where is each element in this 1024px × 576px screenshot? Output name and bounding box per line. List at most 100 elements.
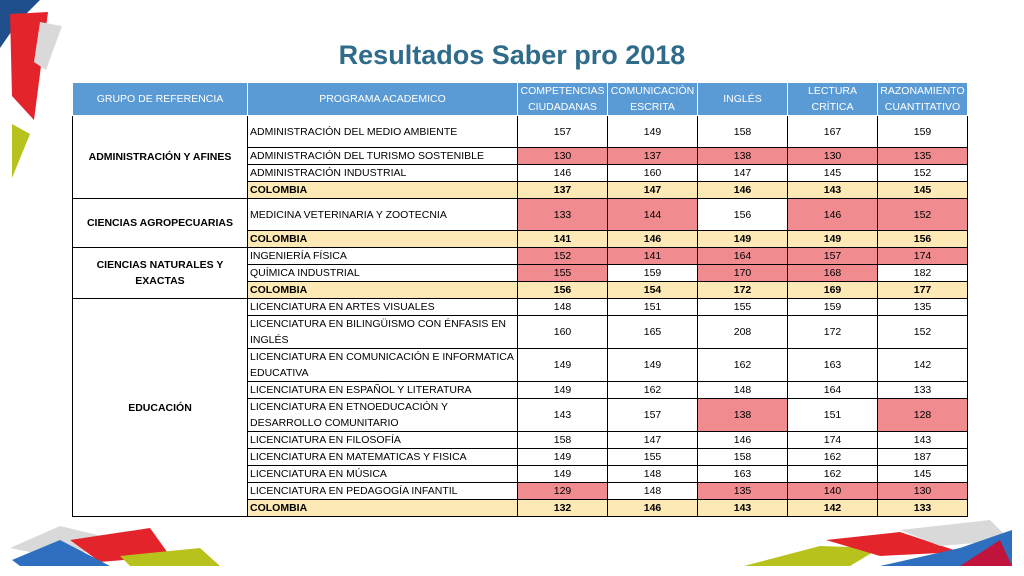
table-row: ADMINISTRACIÓN Y AFINES ADMINISTRACIÓN DE… [72,115,968,199]
score-cell: 132 [517,499,608,517]
header-competencias: COMPETENCIAS CIUDADANAS [517,82,608,116]
score-cell: 135 [697,482,788,500]
score-cell: 137 [607,147,698,165]
score-cell: 143 [787,181,878,199]
score-cell: 151 [787,398,878,432]
score-cell: 135 [877,298,968,316]
programa-cell: INGENIERÍA FÍSICA [247,247,518,265]
programa-cell: MEDICINA VETERINARIA Y ZOOTECNIA [247,198,518,231]
programa-cell: LICENCIATURA EN ARTES VISUALES [247,298,518,316]
deco-top-left-gray [34,22,62,70]
score-cell: 167 [787,115,878,148]
score-cell: 152 [877,315,968,349]
score-cell: 162 [787,465,878,483]
score-cell: 162 [697,348,788,382]
table-row: QUÍMICA INDUSTRIAL 155 159 170 168 182 [73,264,968,282]
score-cell: 156 [517,281,608,299]
header-ingles: INGLÉS [697,82,788,116]
score-cell: 155 [697,298,788,316]
group-cell: ADMINISTRACIÓN Y AFINES [72,115,248,199]
table-row: LICENCIATURA EN MÚSICA 149 148 163 162 145 [73,465,968,483]
score-cell: 172 [697,281,788,299]
score-cell: 144 [607,198,698,231]
score-cell: 155 [607,448,698,466]
score-cell: 140 [787,482,878,500]
programa-cell: ADMINISTRACIÓN DEL MEDIO AMBIENTE [247,115,518,148]
score-cell: 149 [607,115,698,148]
score-cell: 149 [697,230,788,248]
score-cell: 143 [697,499,788,517]
header-programa: PROGRAMA ACADEMICO [247,82,518,116]
header-grupo: GRUPO DE REFERENCIA [72,82,248,116]
score-cell: 143 [877,431,968,449]
header-comunicacion: COMUNICACIÓN ESCRITA [607,82,698,116]
score-cell: 146 [787,198,878,231]
table-row: ADMINISTRACIÓN INDUSTRIAL 146 160 147 145 152 [73,164,968,182]
score-cell: 151 [607,298,698,316]
table-row: CIENCIAS AGROPECUARIAS MEDICINA VETERINAR… [72,198,968,248]
table-row: CIENCIAS NATURALES Y EXACTAS INGENIERÍA F… [72,247,968,299]
score-cell: 187 [877,448,968,466]
score-cell: 152 [877,198,968,231]
score-cell: 148 [607,482,698,500]
score-cell: 149 [517,381,608,399]
score-cell: 147 [607,181,698,199]
score-cell: 170 [697,264,788,282]
score-cell: 182 [877,264,968,282]
score-cell: 137 [517,181,608,199]
score-cell: 163 [697,465,788,483]
score-cell: 145 [877,465,968,483]
score-cell: 177 [877,281,968,299]
programa-cell: LICENCIATURA EN COMUNICACIÓN E INFORMATI… [247,348,518,382]
score-cell: 160 [517,315,608,349]
table-row: EDUCACIÓN LICENCIATURA EN ARTES VISUALES 1… [72,298,968,517]
score-cell: 162 [607,381,698,399]
programa-cell: LICENCIATURA EN MÚSICA [247,465,518,483]
score-cell: 148 [697,381,788,399]
programa-cell: LICENCIATURA EN FILOSOFÍA [247,431,518,449]
score-cell: 133 [517,198,608,231]
score-cell: 142 [787,499,878,517]
header-lectura: LECTURA CRÍTICA [787,82,878,116]
score-cell: 146 [697,431,788,449]
group-cell: CIENCIAS AGROPECUARIAS [72,198,248,248]
score-cell: 141 [607,247,698,265]
score-cell: 149 [517,348,608,382]
programa-cell: ADMINISTRACIÓN DEL TURISMO SOSTENIBLE [247,147,518,165]
programa-cell: LICENCIATURA EN MATEMATICAS Y FISICA [247,448,518,466]
score-cell: 174 [787,431,878,449]
score-cell: 158 [697,115,788,148]
score-cell: 130 [517,147,608,165]
score-cell: 148 [607,465,698,483]
table-row: LICENCIATURA EN BILINGÜISMO CON ÉNFASIS … [73,315,968,349]
header-row: GRUPO DE REFERENCIA PROGRAMA ACADEMICO C… [72,82,968,116]
score-cell: 164 [787,381,878,399]
score-cell: 138 [697,398,788,432]
score-cell: 157 [607,398,698,432]
score-cell: 156 [697,198,788,231]
score-cell: 146 [607,230,698,248]
score-cell: 163 [787,348,878,382]
score-cell: 149 [607,348,698,382]
score-cell: 155 [517,264,608,282]
score-cell: 149 [787,230,878,248]
score-cell: 172 [787,315,878,349]
programa-cell: LICENCIATURA EN BILINGÜISMO CON ÉNFASIS … [247,315,518,349]
colombia-row: COLOMBIA 132 146 143 142 133 [73,499,968,517]
score-cell: 159 [787,298,878,316]
score-cell: 152 [517,247,608,265]
results-table: GRUPO DE REFERENCIA PROGRAMA ACADEMICO C… [72,82,968,517]
score-cell: 154 [607,281,698,299]
page-title: Resultados Saber pro 2018 [338,40,686,70]
score-cell: 159 [877,115,968,148]
deco-bottom-right-red2 [960,540,1012,566]
score-cell: 156 [877,230,968,248]
score-cell: 162 [787,448,878,466]
programa-cell: LICENCIATURA EN ESPAÑOL Y LITERATURA [247,381,518,399]
score-cell: 158 [517,431,608,449]
colombia-label: COLOMBIA [247,230,518,248]
score-cell: 142 [877,348,968,382]
score-cell: 129 [517,482,608,500]
score-cell: 164 [697,247,788,265]
